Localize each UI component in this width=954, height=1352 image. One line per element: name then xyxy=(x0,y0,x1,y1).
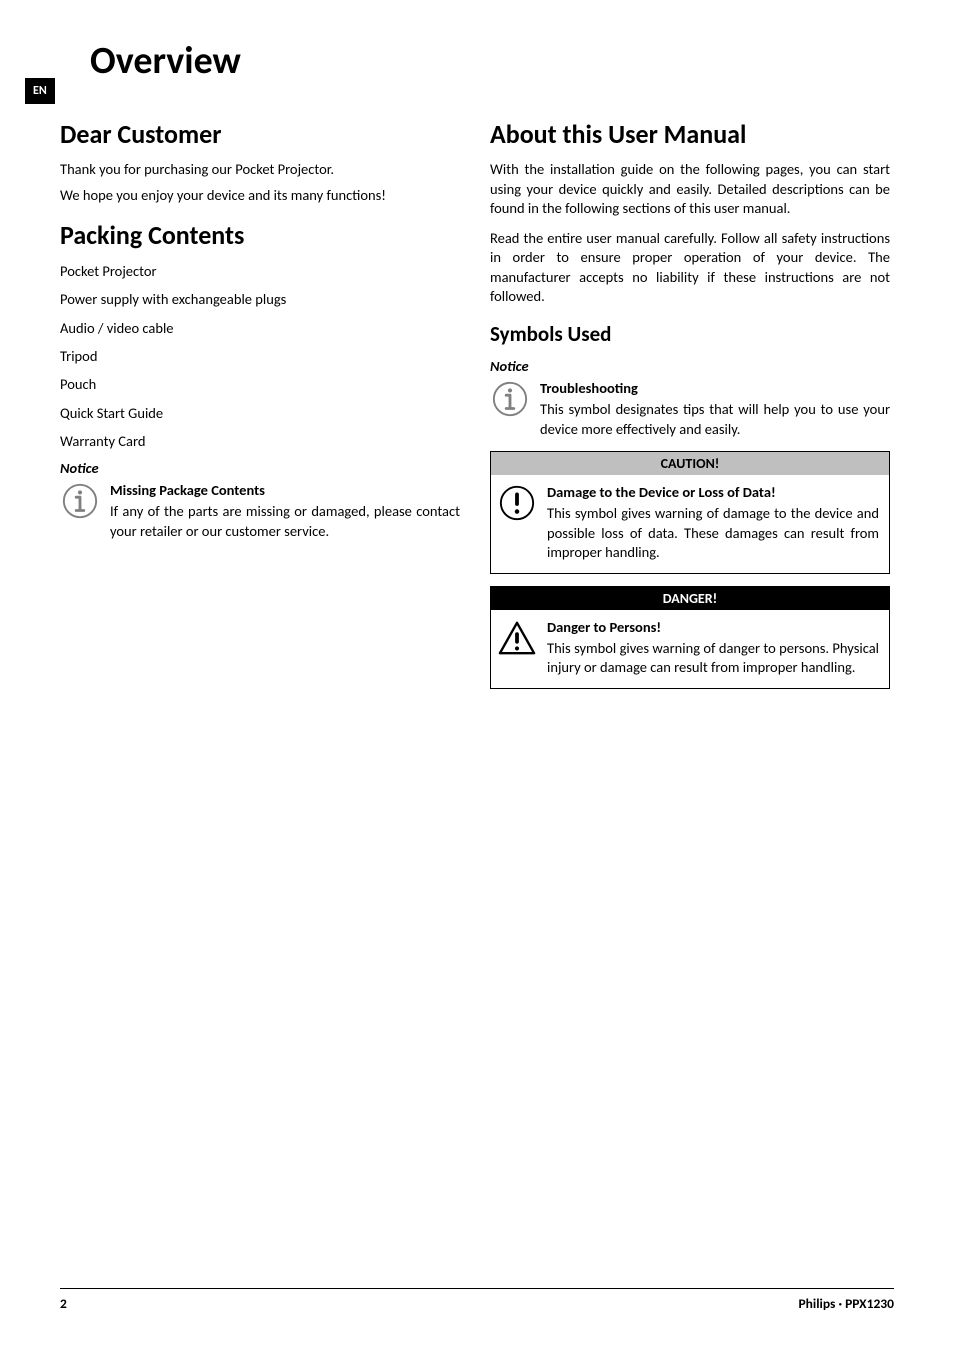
packing-item: Warranty Card xyxy=(60,431,460,451)
danger-header: DANGER! xyxy=(491,587,889,610)
dear-customer-p2: We hope you enjoy your device and its ma… xyxy=(60,186,460,206)
notice-label: Notice xyxy=(60,459,460,477)
caution-body: This symbol gives warning of damage to t… xyxy=(547,504,879,563)
dear-customer-p1: Thank you for purchasing our Pocket Proj… xyxy=(60,160,460,180)
right-column: About this User Manual With the installa… xyxy=(490,104,890,689)
page-footer: 2 Philips · PPX1230 xyxy=(60,1288,894,1312)
caution-header: CAUTION! xyxy=(491,452,889,475)
product-label: Philips · PPX1230 xyxy=(798,1295,894,1312)
info-icon xyxy=(60,481,100,521)
packing-item: Pouch xyxy=(60,374,460,394)
notice-title: Troubleshooting xyxy=(540,379,890,397)
left-column: Dear Customer Thank you for purchasing o… xyxy=(60,104,460,689)
heading-packing-contents: Packing Contents xyxy=(60,219,460,251)
page-number: 2 xyxy=(60,1295,67,1312)
notice-troubleshooting: Troubleshooting This symbol designates t… xyxy=(490,379,890,439)
language-tab: EN xyxy=(25,78,55,104)
notice-title: Missing Package Contents xyxy=(110,481,460,499)
caution-title: Damage to the Device or Loss of Data! xyxy=(547,483,879,501)
about-p2: Read the entire user manual carefully. F… xyxy=(490,229,890,307)
packing-item: Tripod xyxy=(60,346,460,366)
danger-title: Danger to Persons! xyxy=(547,618,879,636)
heading-about-manual: About this User Manual xyxy=(490,118,890,150)
packing-item: Audio / video cable xyxy=(60,318,460,338)
danger-box: DANGER! Danger to Persons! This symbol g… xyxy=(490,586,890,689)
heading-symbols-used: Symbols Used xyxy=(490,321,890,347)
notice-missing-contents: Missing Package Contents If any of the p… xyxy=(60,481,460,541)
packing-item: Power supply with exchangeable plugs xyxy=(60,289,460,309)
danger-icon xyxy=(497,618,537,658)
heading-dear-customer: Dear Customer xyxy=(60,118,460,150)
page-title: Overview xyxy=(90,38,894,84)
about-p1: With the installation guide on the follo… xyxy=(490,160,890,219)
caution-box: CAUTION! Damage to the Device or Loss of… xyxy=(490,451,890,574)
notice-body: This symbol designates tips that will he… xyxy=(540,400,890,439)
content-columns: Dear Customer Thank you for purchasing o… xyxy=(60,104,894,689)
packing-item: Pocket Projector xyxy=(60,261,460,281)
notice-body: If any of the parts are missing or damag… xyxy=(110,502,460,541)
danger-body: This symbol gives warning of danger to p… xyxy=(547,639,879,678)
caution-icon xyxy=(497,483,537,523)
packing-item: Quick Start Guide xyxy=(60,403,460,423)
notice-label: Notice xyxy=(490,357,890,375)
info-icon xyxy=(490,379,530,419)
